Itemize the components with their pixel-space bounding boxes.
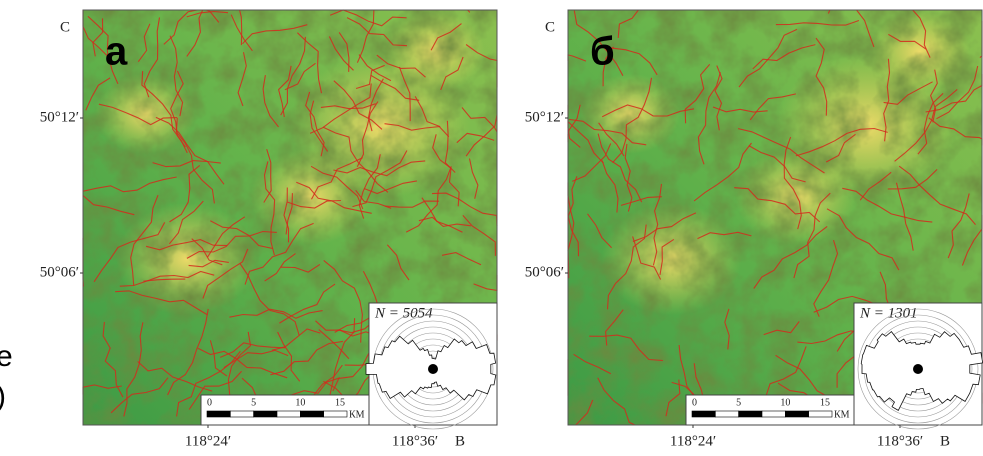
latitude-label: 50°06′ bbox=[525, 264, 564, 280]
scale-segment bbox=[300, 411, 323, 417]
longitude-label: 118°36′ bbox=[392, 433, 438, 449]
north-label: С bbox=[60, 19, 70, 35]
scale-label: 15 bbox=[820, 397, 830, 408]
longitude-label: 118°36′ bbox=[877, 433, 923, 449]
latitude-label: 50°06′ bbox=[40, 264, 79, 280]
scale-label: 10 bbox=[780, 397, 790, 408]
latitude-label: 50°12′ bbox=[525, 109, 564, 125]
panel-label: а bbox=[105, 30, 128, 74]
edge-fragment: e bbox=[0, 340, 13, 373]
scale-unit: КМ bbox=[834, 409, 850, 420]
panel-label: б bbox=[590, 30, 615, 74]
scale-label: 0 bbox=[207, 397, 212, 408]
edge-fragment: ) bbox=[0, 380, 6, 413]
east-label: В bbox=[940, 433, 950, 449]
scale-unit: КМ bbox=[349, 409, 365, 420]
scale-segment bbox=[785, 411, 808, 417]
scale-label: 5 bbox=[736, 397, 741, 408]
scale-label: 5 bbox=[251, 397, 256, 408]
scale-segment bbox=[207, 411, 230, 417]
rose-n: N = 5054 bbox=[374, 305, 433, 321]
scale-segment bbox=[324, 411, 347, 417]
scale-label: 0 bbox=[692, 397, 697, 408]
scale-segment bbox=[230, 411, 253, 417]
scale-segment bbox=[762, 411, 785, 417]
longitude-label: 118°24′ bbox=[670, 433, 716, 449]
rose-center bbox=[428, 364, 438, 374]
east-label: В bbox=[455, 433, 465, 449]
figure: e) а С 50°12′ 50°06′ 118°24′ 118°36′ В N = 5054 0… bbox=[0, 0, 983, 456]
scale-segment bbox=[254, 411, 277, 417]
rose-n: N = 1301 bbox=[859, 305, 918, 321]
rose-center bbox=[913, 364, 923, 374]
scale-segment bbox=[809, 411, 832, 417]
scale-label: 10 bbox=[295, 397, 305, 408]
scale-label: 15 bbox=[335, 397, 345, 408]
scale-segment bbox=[277, 411, 300, 417]
latitude-label: 50°12′ bbox=[40, 109, 79, 125]
longitude-label: 118°24′ bbox=[185, 433, 231, 449]
scale-segment bbox=[715, 411, 738, 417]
scale-segment bbox=[692, 411, 715, 417]
scale-segment bbox=[739, 411, 762, 417]
north-label: С bbox=[545, 19, 555, 35]
